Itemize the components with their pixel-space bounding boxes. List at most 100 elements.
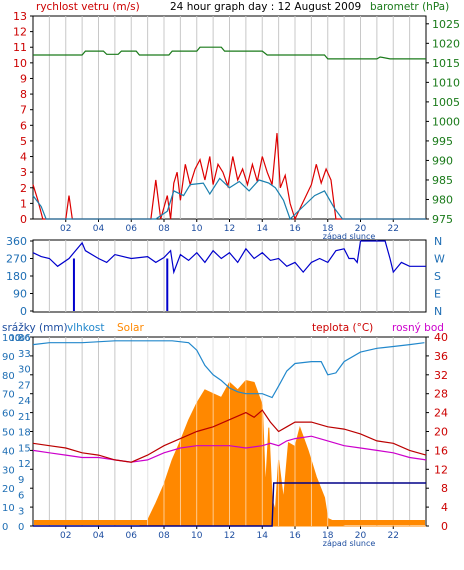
wind-left-tick-label: 11: [13, 41, 27, 54]
wind-sunset-label: západ slunce: [323, 232, 376, 241]
temperature-right-tick-label: 4: [441, 501, 448, 514]
pressure-right-tick-label: 985: [432, 174, 453, 187]
temp-left-tick-label: 6: [18, 491, 24, 502]
wind-left-tick-label: 9: [20, 72, 27, 85]
temperature-series-line: [32, 409, 427, 463]
temp-left-tick-label: 27: [18, 380, 31, 391]
rain-tick-label: 80: [2, 371, 15, 382]
weather-x-tick-label: 08: [158, 531, 170, 541]
wind-x-tick-label: 04: [93, 224, 105, 234]
weather-x-tick-label: 22: [388, 531, 399, 541]
direction-compass-label: E: [434, 288, 441, 301]
direction-compass-label: N: [434, 235, 442, 248]
weather-x-tick-label: 18: [322, 531, 334, 541]
temperature-right-tick-label: 24: [434, 407, 448, 420]
wind-left-tick-label: 3: [20, 166, 27, 179]
wind-left-tick-label: 0: [20, 213, 27, 226]
direction-left-tick-label: 270: [6, 253, 27, 266]
weather-x-tick-label: 20: [355, 531, 367, 541]
humidity-series-line: [32, 340, 425, 399]
weather-x-tick-label: 16: [289, 531, 301, 541]
wind-left-tick-label: 10: [13, 57, 27, 70]
direction-compass-label: S: [434, 270, 441, 283]
temp-left-tick-label: 18: [18, 428, 31, 439]
direction-left-tick-label: 90: [13, 288, 27, 301]
temp-left-tick-label: 3: [18, 506, 24, 517]
temperature-right-tick-label: 16: [434, 444, 448, 457]
pressure-right-tick-label: 1020: [432, 37, 460, 50]
pressure-right-tick-label: 1005: [432, 96, 460, 109]
rain-tick-label: 100: [2, 333, 21, 344]
temp-left-tick-label: 36: [18, 333, 31, 344]
wind-x-tick-label: 22: [388, 224, 399, 234]
temperature-right-tick-label: 20: [434, 426, 448, 439]
pressure-right-tick-label: 1010: [432, 76, 460, 89]
pressure-axis-label: barometr (hPa): [370, 1, 449, 13]
temperature-right-tick-label: 8: [441, 482, 448, 495]
wind-x-tick-label: 20: [355, 224, 367, 234]
temp-left-tick-label: 24: [18, 396, 31, 407]
rain-tick-label: 50: [2, 428, 15, 439]
solar-axis-label: Solar: [117, 322, 144, 334]
rain-tick-label: 70: [2, 390, 15, 401]
dewpoint-axis-label: rosný bod: [392, 322, 444, 334]
wind-panel: 0123456789101112139759809859909951000100…: [13, 10, 460, 241]
pressure-right-tick-label: 1015: [432, 57, 460, 70]
temperature-right-tick-label: 40: [434, 331, 448, 344]
temp-left-tick-label: 12: [18, 459, 31, 470]
rain-tick-label: 0: [2, 522, 8, 533]
pressure-right-tick-label: 1025: [432, 18, 460, 31]
temp-left-tick-label: 30: [18, 365, 31, 376]
rain-tick-label: 10: [2, 503, 15, 514]
wind-left-tick-label: 4: [20, 151, 27, 164]
temperature-right-tick-label: 28: [434, 388, 448, 401]
wind-left-tick-label: 2: [20, 182, 27, 195]
direction-compass-label: W: [434, 253, 445, 266]
temp-left-tick-label: 15: [18, 443, 31, 454]
wind-left-tick-label: 7: [20, 104, 27, 117]
wind-x-tick-label: 16: [289, 224, 301, 234]
wind-x-tick-label: 02: [60, 224, 71, 234]
pressure-series-line: [33, 46, 426, 60]
wind-left-tick-label: 13: [13, 10, 27, 23]
wind-x-tick-label: 12: [224, 224, 235, 234]
rain-series-line: [33, 482, 426, 527]
pressure-right-tick-label: 995: [432, 135, 453, 148]
direction-left-tick-label: 360: [6, 235, 27, 248]
rain-axis-label: srážky (mm): [2, 322, 68, 334]
wind-axis-label: rychlost vetru (m/s): [36, 1, 140, 13]
wind-x-tick-label: 10: [191, 224, 203, 234]
weather-x-tick-label: 04: [93, 531, 105, 541]
pressure-right-tick-label: 975: [432, 213, 453, 226]
temperature-right-tick-label: 36: [434, 350, 448, 363]
rain-tick-label: 60: [2, 409, 15, 420]
temp-left-tick-label: 0: [18, 522, 24, 533]
wind-x-tick-label: 08: [158, 224, 170, 234]
direction-left-tick-label: 180: [6, 270, 27, 283]
temperature-right-tick-label: 12: [434, 463, 448, 476]
wind-left-tick-label: 1: [20, 197, 27, 210]
weather-sunset-label: západ slunce: [323, 539, 376, 548]
direction-compass-label: N: [434, 305, 442, 318]
dewpoint-series-line: [32, 435, 427, 463]
wind-left-tick-label: 5: [20, 135, 27, 148]
wind-left-tick-label: 12: [13, 26, 27, 39]
temperature-axis-label: teplota (°C): [312, 322, 373, 334]
pressure-right-tick-label: 990: [432, 154, 453, 167]
temp-left-tick-label: 9: [18, 475, 24, 486]
temperature-right-tick-label: 32: [434, 369, 448, 382]
wind-average-series-line: [32, 177, 426, 221]
pressure-right-tick-label: 980: [432, 193, 453, 206]
wind-x-tick-label: 18: [322, 224, 334, 234]
wind-x-tick-label: 06: [126, 224, 138, 234]
weather-x-tick-label: 14: [257, 531, 269, 541]
weather-x-tick-label: 10: [191, 531, 203, 541]
temperature-right-tick-label: 0: [441, 520, 448, 533]
rain-tick-label: 30: [2, 465, 15, 476]
humidity-axis-label: vlhkost: [67, 322, 105, 334]
weather-x-tick-label: 02: [60, 531, 71, 541]
wind-left-tick-label: 8: [20, 88, 27, 101]
temp-left-tick-label: 33: [18, 349, 31, 360]
